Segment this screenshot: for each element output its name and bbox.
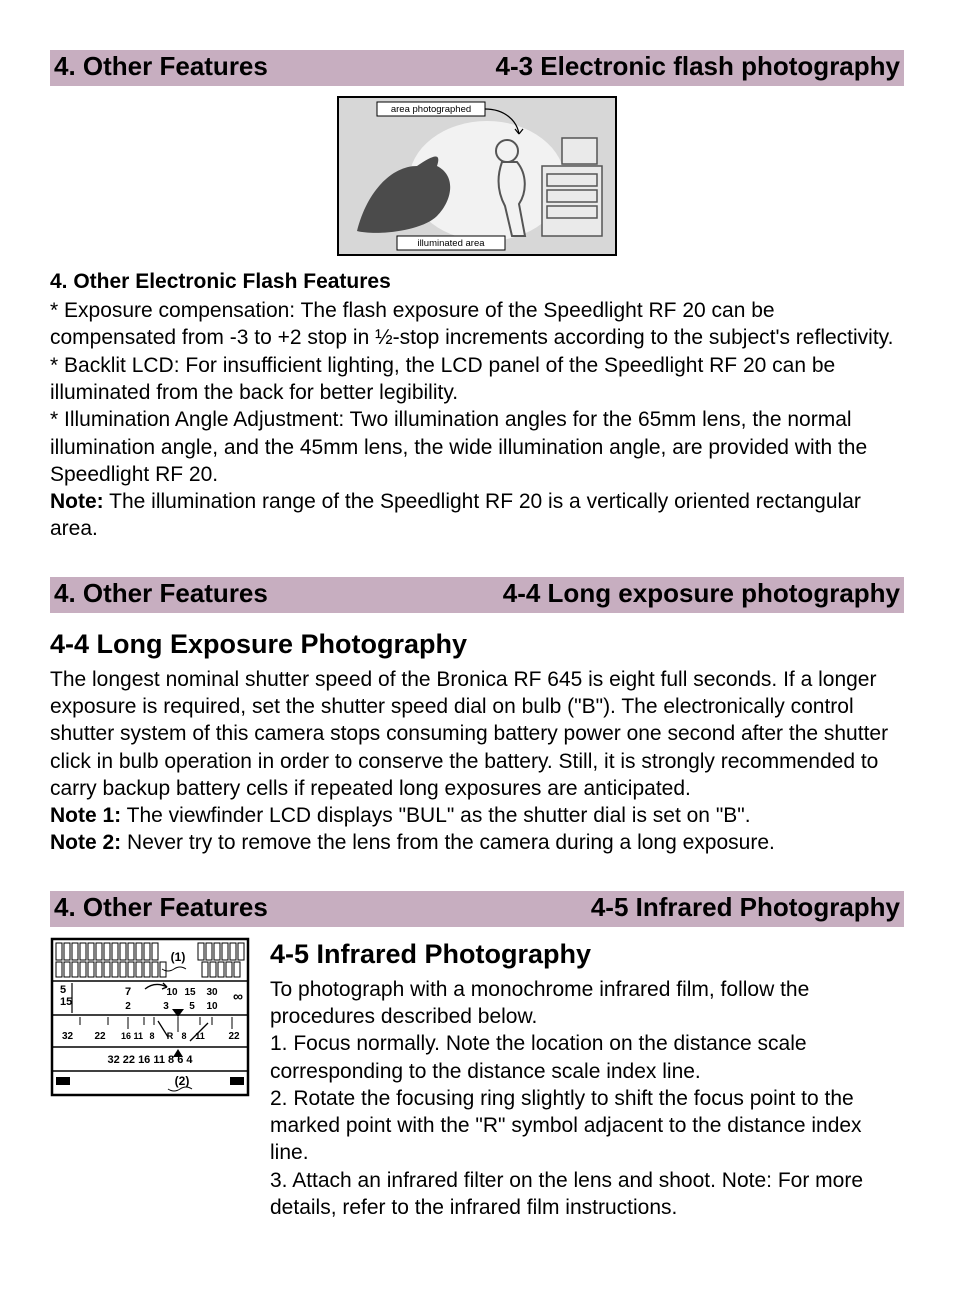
lens-scale-figure: (1) 5 15 7 2 3 10 15 5 30 10 ∞ (50, 937, 250, 1097)
svg-text:22: 22 (228, 1031, 240, 1042)
flash-note: Note: The illumination range of the Spee… (50, 488, 904, 543)
flash-features-heading: 4. Other Electronic Flash Features (50, 268, 904, 295)
svg-text:5: 5 (189, 1001, 195, 1012)
flash-p1: * Exposure compensation: The flash expos… (50, 297, 904, 352)
banner-right: 4-4 Long exposure photography (503, 577, 900, 611)
infrared-heading: 4-5 Infrared Photography (270, 937, 904, 972)
note-lead: Note: (50, 490, 104, 513)
svg-text:2: 2 (125, 1001, 131, 1012)
note-text: The illumination range of the Speedlight… (50, 490, 861, 540)
note1-text: The viewfinder LCD displays "BUL" as the… (121, 804, 750, 827)
svg-text:10: 10 (206, 1001, 218, 1012)
svg-text:∞: ∞ (233, 988, 243, 1004)
banner-left: 4. Other Features (54, 577, 268, 611)
infrared-p1: To photograph with a monochrome infrared… (270, 976, 904, 1031)
svg-text:30: 30 (206, 987, 218, 998)
note2-lead: Note 2: (50, 831, 121, 854)
flash-p3: * Illumination Angle Adjustment: Two ill… (50, 406, 904, 488)
note1-lead: Note 1: (50, 804, 121, 827)
svg-text:3: 3 (163, 1001, 169, 1012)
section-banner-4-3: 4. Other Features 4-3 Electronic flash p… (50, 50, 904, 86)
svg-text:area photographed: area photographed (391, 104, 471, 115)
longexp-note1: Note 1: The viewfinder LCD displays "BUL… (50, 802, 904, 829)
infrared-p3: 2. Rotate the focusing ring slightly to … (270, 1085, 904, 1167)
svg-text:7: 7 (125, 986, 131, 998)
banner-left: 4. Other Features (54, 891, 268, 925)
section-banner-4-5: 4. Other Features 4-5 Infrared Photograp… (50, 891, 904, 927)
svg-text:(1): (1) (171, 950, 186, 964)
svg-text:(2): (2) (175, 1074, 190, 1088)
long-exposure-heading: 4-4 Long Exposure Photography (50, 627, 904, 662)
svg-text:22: 22 (94, 1031, 106, 1042)
svg-text:15: 15 (184, 987, 196, 998)
infrared-p2: 1. Focus normally. Note the location on … (270, 1030, 904, 1085)
longexp-note2: Note 2: Never try to remove the lens fro… (50, 829, 904, 856)
longexp-p1: The longest nominal shutter speed of the… (50, 666, 904, 802)
svg-text:8: 8 (181, 1031, 186, 1041)
svg-text:15: 15 (60, 996, 72, 1008)
svg-text:illuminated area: illuminated area (417, 238, 485, 249)
banner-right: 4-5 Infrared Photography (591, 891, 900, 925)
section-banner-4-4: 4. Other Features 4-4 Long exposure phot… (50, 577, 904, 613)
banner-right: 4-3 Electronic flash photography (495, 50, 900, 84)
infrared-p4: 3. Attach an infrared filter on the lens… (270, 1167, 904, 1222)
svg-text:11: 11 (195, 1031, 205, 1041)
note2-text: Never try to remove the lens from the ca… (121, 831, 775, 854)
svg-text:10: 10 (166, 987, 178, 998)
svg-text:16 11: 16 11 (121, 1031, 143, 1041)
svg-text:32: 32 (62, 1031, 74, 1042)
svg-text:8: 8 (149, 1031, 154, 1041)
svg-text:5: 5 (60, 984, 66, 996)
flash-illustration: area photographed illuminated area (337, 96, 617, 256)
flash-p2: * Backlit LCD: For insufficient lighting… (50, 352, 904, 407)
banner-left: 4. Other Features (54, 50, 268, 84)
